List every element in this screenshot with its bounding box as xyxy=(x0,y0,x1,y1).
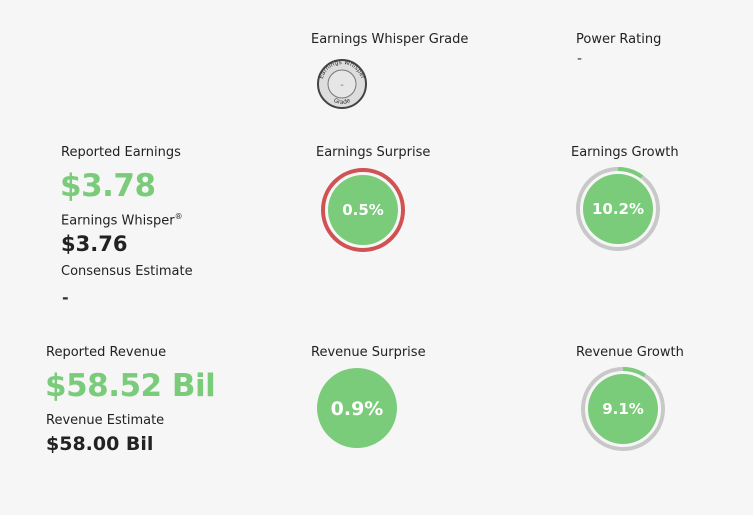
revenue-growth-ring xyxy=(581,367,665,451)
consensus-estimate-value: - xyxy=(62,288,69,307)
consensus-estimate-label: Consensus Estimate xyxy=(61,264,193,279)
reported-revenue-label: Reported Revenue xyxy=(46,345,167,360)
svg-text:Grade: Grade xyxy=(332,97,351,106)
earnings-growth-ring xyxy=(576,167,660,251)
revenue-surprise-value: 0.9% xyxy=(331,398,384,420)
badge-value: - xyxy=(340,80,344,91)
earnings-surprise-gauge: 0.5% xyxy=(321,168,405,252)
earnings-growth-value: 10.2% xyxy=(592,200,644,218)
earnings-surprise-label: Earnings Surprise xyxy=(316,145,431,160)
revenue-estimate-label: Revenue Estimate xyxy=(46,413,165,428)
revenue-surprise-label: Revenue Surprise xyxy=(311,345,426,360)
badge-text-bottom: Grade xyxy=(332,97,351,106)
earnings-growth-gauge: 10.2% xyxy=(576,167,660,251)
reported-earnings-label: Reported Earnings xyxy=(61,145,181,160)
earnings-whisper-label: Earnings Whisper® xyxy=(61,212,183,229)
reported-earnings-value: $3.78 xyxy=(60,168,156,204)
earnings-whisper-value: $3.76 xyxy=(61,232,128,256)
revenue-growth-label: Revenue Growth xyxy=(576,345,684,360)
earnings-growth-label: Earnings Growth xyxy=(571,145,679,160)
registered-mark: ® xyxy=(174,212,183,221)
earnings-surprise-value: 0.5% xyxy=(342,201,384,219)
revenue-growth-gauge: 9.1% xyxy=(581,367,665,451)
revenue-estimate-value: $58.00 Bil xyxy=(46,433,154,455)
reported-revenue-value: $58.52 Bil xyxy=(45,368,216,404)
revenue-surprise-gauge: 0.9% xyxy=(317,368,397,448)
power-rating-value: - xyxy=(577,51,583,67)
whisper-grade-label: Earnings Whisper Grade xyxy=(311,32,469,47)
revenue-growth-value: 9.1% xyxy=(602,400,644,418)
power-rating-label: Power Rating xyxy=(576,32,662,47)
whisper-grade-badge[interactable]: Earnings Whisper Grade - xyxy=(312,58,372,110)
